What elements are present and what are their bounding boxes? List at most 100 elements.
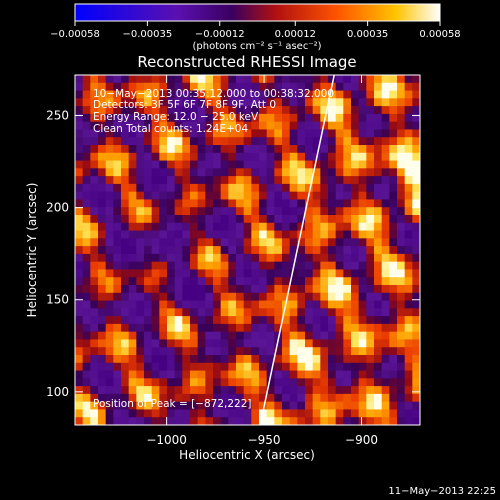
heatmap-cell <box>174 277 183 286</box>
heatmap-cell <box>136 160 145 169</box>
heatmap-cell <box>228 409 237 418</box>
heatmap-cell <box>412 90 420 99</box>
heatmap-cell <box>205 347 214 356</box>
heatmap-cell <box>366 331 375 340</box>
heatmap-cell <box>213 401 222 410</box>
heatmap-cell <box>105 176 114 185</box>
heatmap-cell <box>404 246 413 255</box>
heatmap-cell <box>274 316 283 325</box>
heatmap-cell <box>136 355 145 364</box>
heatmap-cell <box>312 331 321 340</box>
heatmap-cell <box>75 176 84 185</box>
heatmap-cell <box>190 145 199 154</box>
heatmap-cell <box>82 75 91 84</box>
heatmap-cell <box>381 261 390 270</box>
heatmap-cell <box>151 417 160 425</box>
heatmap-cell <box>328 417 337 425</box>
heatmap-cell <box>289 300 298 309</box>
heatmap-cell <box>404 316 413 325</box>
heatmap-cell <box>236 168 245 177</box>
heatmap-cell <box>358 246 367 255</box>
heatmap-cell <box>289 277 298 286</box>
heatmap-cell <box>121 339 130 348</box>
heatmap-cell <box>312 246 321 255</box>
heatmap-cell <box>151 292 160 301</box>
heatmap-cell <box>397 183 406 193</box>
heatmap-cell <box>75 160 84 169</box>
heatmap-cell <box>274 113 283 123</box>
heatmap-cell <box>236 145 245 154</box>
heatmap-cell <box>320 238 329 247</box>
heatmap-cell <box>289 370 298 379</box>
heatmap-cell <box>389 129 398 138</box>
heatmap-cell <box>320 230 329 239</box>
heatmap-cell <box>213 106 222 115</box>
heatmap-cell <box>312 82 321 91</box>
heatmap-cell <box>297 238 306 247</box>
heatmap-cell <box>205 129 214 138</box>
heatmap-cell <box>251 176 260 185</box>
heatmap-cell <box>197 393 206 403</box>
heatmap-cell <box>113 362 122 371</box>
heatmap-cell <box>320 370 329 379</box>
heatmap-cell <box>366 137 375 146</box>
heatmap-cell <box>243 323 252 333</box>
heatmap-cell <box>205 121 214 130</box>
heatmap-cell <box>213 137 222 146</box>
heatmap-cell <box>190 199 199 208</box>
heatmap-cell <box>136 238 145 247</box>
heatmap-cell <box>236 152 245 161</box>
heatmap-cell <box>335 339 344 348</box>
heatmap-cell <box>289 113 298 123</box>
heatmap-cell <box>251 113 260 123</box>
heatmap-cell <box>144 339 153 348</box>
heatmap-cell <box>159 160 168 169</box>
heatmap-cell <box>205 339 214 348</box>
heatmap-cell <box>82 199 91 208</box>
heatmap-cell <box>220 355 229 364</box>
heatmap-cell <box>374 362 383 371</box>
heatmap-cell <box>151 339 160 348</box>
heatmap-cell <box>159 370 168 379</box>
heatmap-cell <box>228 261 237 270</box>
heatmap-cell <box>243 277 252 286</box>
heatmap-cell <box>328 230 337 239</box>
heatmap-cell <box>289 106 298 115</box>
heatmap-cell <box>259 347 268 356</box>
heatmap-cell <box>75 253 84 263</box>
heatmap-cell <box>404 308 413 317</box>
heatmap-cell <box>159 145 168 154</box>
heatmap-cell <box>343 145 352 154</box>
heatmap-cell <box>381 98 390 107</box>
heatmap-cell <box>251 191 260 200</box>
heatmap-cell <box>190 246 199 255</box>
heatmap-cell <box>266 269 275 278</box>
heatmap-cell <box>205 269 214 278</box>
heatmap-cell <box>328 347 337 356</box>
heatmap-cell <box>182 137 191 146</box>
heatmap-cell <box>105 253 114 263</box>
heatmap-cell <box>358 316 367 325</box>
heatmap-cell <box>389 75 398 84</box>
heatmap-cell <box>297 409 306 418</box>
heatmap-cell <box>220 409 229 418</box>
heatmap-cell <box>297 183 306 193</box>
heatmap-cell <box>144 253 153 263</box>
heatmap-cell <box>167 339 176 348</box>
heatmap-cell <box>289 191 298 200</box>
heatmap-cell <box>144 316 153 325</box>
heatmap-cell <box>159 292 168 301</box>
heatmap-cell <box>220 323 229 333</box>
heatmap-cell <box>358 199 367 208</box>
heatmap-cell <box>236 82 245 91</box>
heatmap-cell <box>128 137 137 146</box>
heatmap-cell <box>282 269 291 278</box>
heatmap-cell <box>374 199 383 208</box>
heatmap-cell <box>174 323 183 333</box>
heatmap-cell <box>389 238 398 247</box>
heatmap-cell <box>98 378 107 387</box>
heatmap-cell <box>305 308 314 317</box>
heatmap-cell <box>328 300 337 309</box>
heatmap-cell <box>289 168 298 177</box>
chart-title: Reconstructed RHESSI Image <box>137 53 356 71</box>
